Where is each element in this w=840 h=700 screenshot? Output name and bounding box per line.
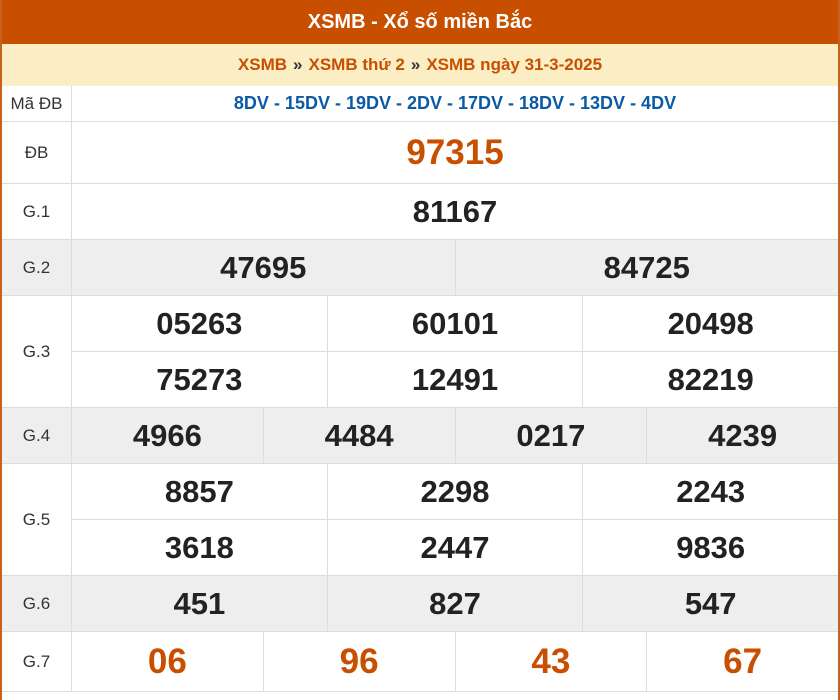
prize-number: 43 <box>454 632 647 691</box>
prize-number: 2243 <box>582 464 838 519</box>
breadcrumb-separator: » <box>410 55 421 74</box>
prize-number: 2447 <box>326 520 583 575</box>
prize-label: G.1 <box>2 184 72 239</box>
prize-label: G.3 <box>2 296 72 407</box>
breadcrumb: XSMB » XSMB thứ 2 » XSMB ngày 31-3-2025 <box>2 44 838 86</box>
prize-row: G.3 05263 60101 20498 75273 12491 82219 <box>2 296 838 408</box>
prize-number: 75273 <box>156 361 243 397</box>
ma-db-value: 8DV - 15DV - 19DV - 2DV - 17DV - 18DV - … <box>233 93 677 113</box>
prize-label: G.2 <box>2 240 72 295</box>
prize-label: ĐB <box>2 122 72 183</box>
prize-label: G.7 <box>2 632 72 691</box>
prize-number: 47695 <box>220 249 307 285</box>
prize-number: 20498 <box>582 296 838 351</box>
table-title: XSMB - Xổ số miền Bắc <box>2 0 838 44</box>
prize-number: 0217 <box>454 408 647 463</box>
prize-number: 4484 <box>262 408 455 463</box>
prize-number: 547 <box>582 576 838 631</box>
prize-number: 12491 <box>326 352 583 407</box>
prize-number: 4966 <box>132 417 202 453</box>
prize-number: 05263 <box>156 305 243 341</box>
ma-db-row: Mã ĐB 8DV - 15DV - 19DV - 2DV - 17DV - 1… <box>2 86 838 122</box>
prize-number: 2298 <box>326 464 583 519</box>
prize-number: 4239 <box>646 408 838 463</box>
prize-row: ĐB 97315 <box>2 122 838 184</box>
prize-number: 96 <box>262 632 455 691</box>
prize-number: 67 <box>646 632 838 691</box>
prize-row: G.5 8857 2298 2243 3618 2447 9836 <box>2 464 838 576</box>
prize-label: G.4 <box>2 408 72 463</box>
prize-number: 81167 <box>412 193 498 229</box>
prize-row: G.6 451 827 547 <box>2 576 838 632</box>
prize-number: 60101 <box>326 296 583 351</box>
prize-row: G.1 81167 <box>2 184 838 240</box>
breadcrumb-xsmb[interactable]: XSMB <box>237 55 288 74</box>
breadcrumb-xsmb-thu-2[interactable]: XSMB thứ 2 <box>308 55 405 74</box>
prize-row: G.4 4966 4484 0217 4239 <box>2 408 838 464</box>
breadcrumb-separator: » <box>293 55 303 74</box>
prize-number: 8857 <box>164 473 234 509</box>
prize-number: 827 <box>326 576 583 631</box>
prize-number: 97315 <box>406 132 504 172</box>
prize-number: 9836 <box>582 520 838 575</box>
ma-db-label: Mã ĐB <box>2 86 72 121</box>
prize-number: 82219 <box>582 352 838 407</box>
prize-rows: ĐB 97315 G.1 81167 G.2 47695 84725 G.3 05263 6010… <box>2 122 838 692</box>
prize-number: 06 <box>147 641 187 681</box>
prize-label: G.6 <box>2 576 72 631</box>
prize-number: 3618 <box>164 529 234 565</box>
prize-row: G.2 47695 84725 <box>2 240 838 296</box>
breadcrumb-xsmb-date[interactable]: XSMB ngày 31-3-2025 <box>426 55 603 74</box>
prize-label: G.5 <box>2 464 72 575</box>
prize-number: 451 <box>173 585 226 621</box>
prize-row: G.7 06 96 43 67 <box>2 632 838 692</box>
prize-number: 84725 <box>454 240 839 295</box>
